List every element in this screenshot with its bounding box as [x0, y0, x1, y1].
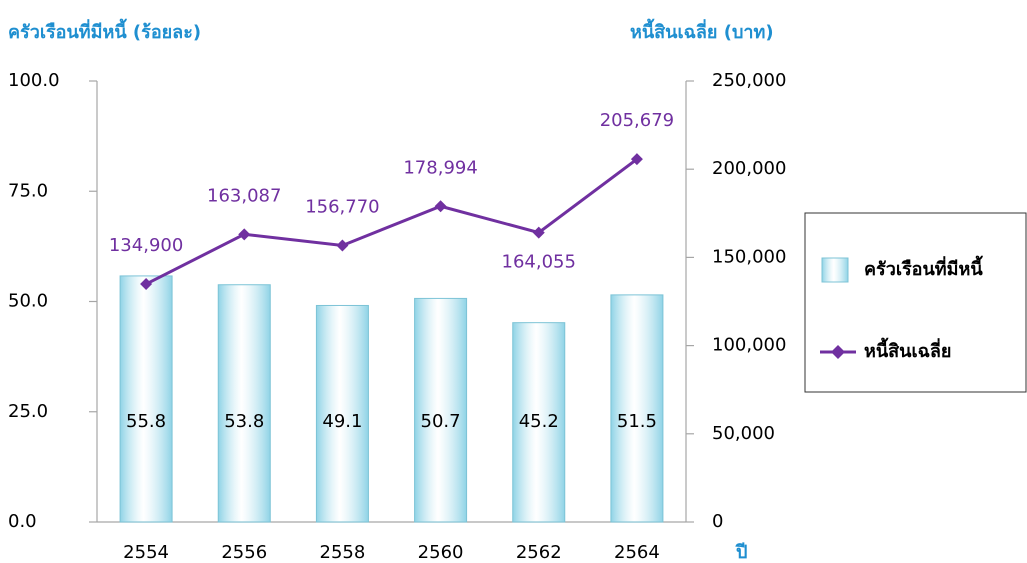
line-value-label: 164,055: [502, 252, 576, 273]
bar-value-label: 51.5: [617, 411, 657, 432]
bar-value-label: 45.2: [519, 411, 559, 432]
y2-tick-label: 100,000: [712, 335, 786, 356]
y-axis-title: ครัวเรือนที่มีหนี้ (ร้อยละ): [8, 18, 201, 43]
x-tick-label: 2554: [123, 542, 169, 563]
y-tick-label: 50.0: [8, 291, 48, 312]
line: [145, 157, 638, 286]
line-marker: [630, 153, 643, 166]
bar: [512, 322, 566, 523]
x-tick-label: 2564: [614, 542, 660, 563]
x-tick-label: 2558: [320, 542, 366, 563]
y-tick-label: 100.0: [8, 70, 60, 91]
bar-value-label: 55.8: [126, 411, 166, 432]
bar-value-label: 49.1: [322, 411, 362, 432]
x-tick-label: 2560: [418, 542, 464, 563]
y-tick-label: 25.0: [8, 401, 48, 422]
line-marker: [238, 228, 251, 241]
bar-value-label: 50.7: [421, 411, 461, 432]
y2-tick-label: 200,000: [712, 158, 786, 179]
x-tick-label: 2556: [221, 542, 267, 563]
bar: [414, 297, 468, 523]
line-value-label: 178,994: [403, 157, 477, 178]
bar-value-label: 53.8: [224, 411, 264, 432]
legend-box: [804, 212, 1027, 393]
legend-marker: [831, 345, 845, 359]
line-marker: [140, 278, 153, 291]
x-axis-title: ปี: [735, 542, 748, 563]
line-marker: [434, 200, 447, 213]
bar: [217, 284, 271, 523]
line-value-label: 134,900: [109, 235, 183, 256]
legend-swatch: [821, 257, 849, 283]
y2-tick-label: 150,000: [712, 246, 786, 267]
bar: [610, 294, 664, 523]
bar: [119, 275, 173, 523]
y-tick-label: 75.0: [8, 180, 48, 201]
y2-tick-label: 0: [712, 511, 723, 532]
line-marker: [336, 239, 349, 252]
y-tick-label: 0.0: [8, 511, 37, 532]
line-value-label: 205,679: [600, 110, 674, 131]
bar: [315, 304, 369, 523]
x-tick-label: 2562: [516, 542, 562, 563]
line-value-label: 156,770: [305, 196, 379, 217]
line-marker: [532, 226, 545, 239]
legend-label: หนี้สินเฉลี่ย: [864, 337, 951, 362]
legend-label: ครัวเรือนที่มีหนี้: [864, 255, 984, 280]
y2-tick-label: 50,000: [712, 423, 775, 444]
y2-tick-label: 250,000: [712, 70, 786, 91]
y2-axis-title: หนี้สินเฉลี่ย (บาท): [630, 18, 774, 43]
line-value-label: 163,087: [207, 185, 281, 206]
